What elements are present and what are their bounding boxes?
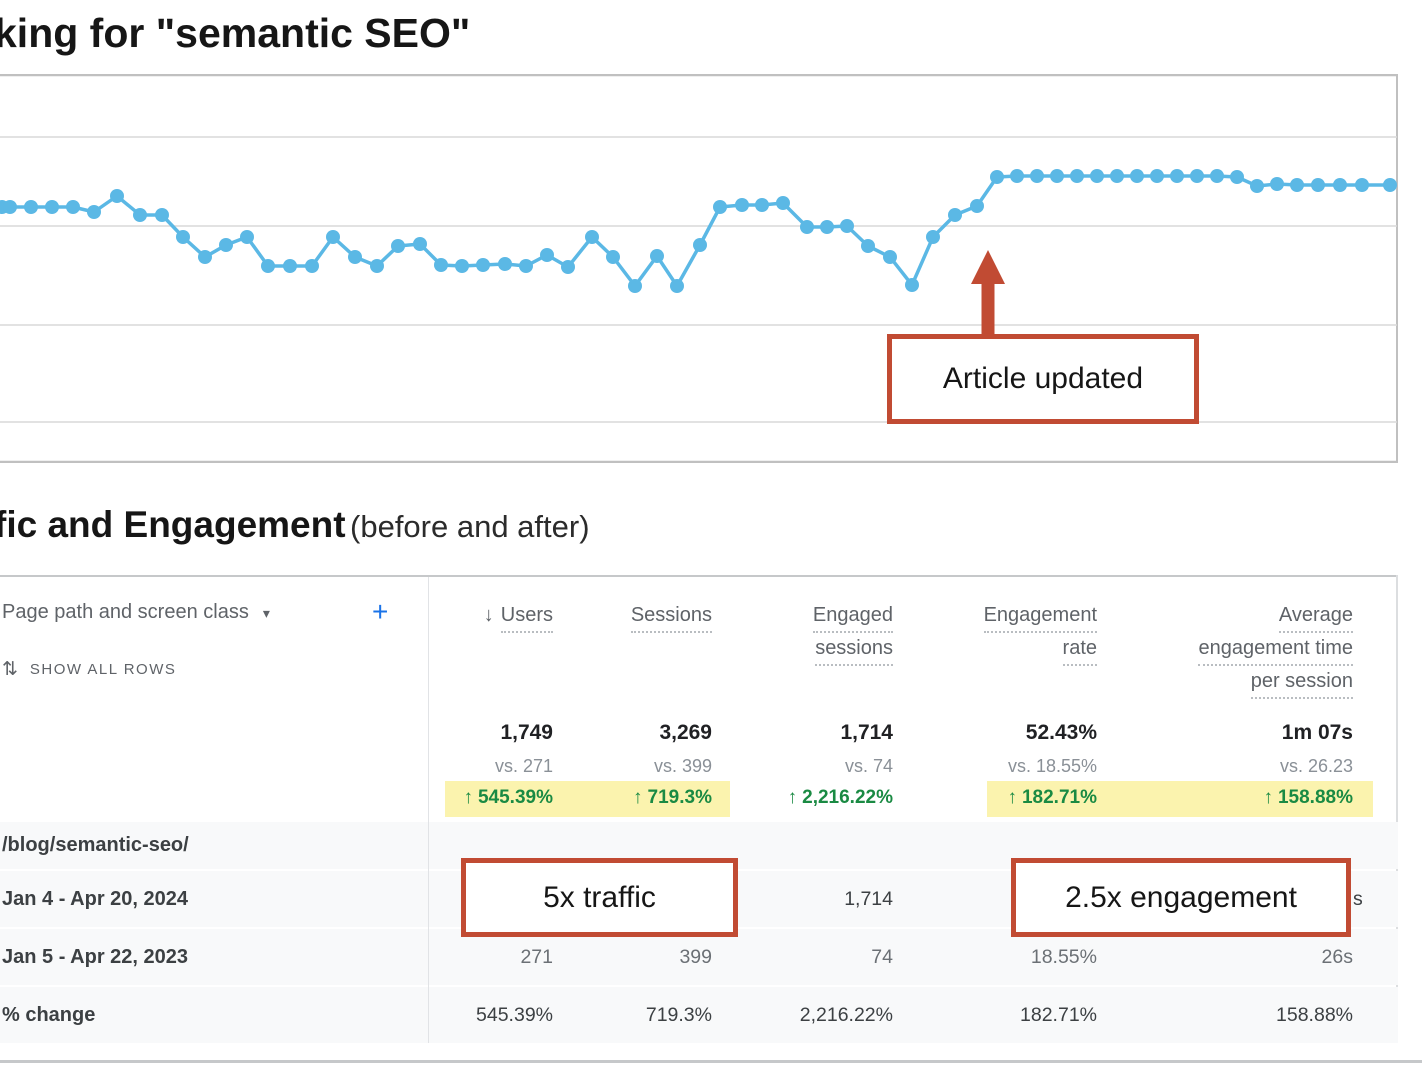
- table-right-border: [1396, 575, 1398, 1043]
- dimension-column-divider: [428, 577, 429, 1043]
- column-header-users[interactable]: ↓ Users: [420, 600, 553, 633]
- up-arrow-icon: ↑: [1007, 787, 1017, 808]
- row-label-date-range-2023: Jan 5 - Apr 22, 2023: [2, 946, 189, 968]
- column-header-sessions[interactable]: Sessions: [550, 600, 712, 633]
- ranking-line-chart: [0, 74, 1398, 463]
- show-all-rows-label: SHOW ALL ROWS: [29, 661, 177, 678]
- summary-rate-change: ↑ 182.71%: [1007, 787, 1097, 808]
- highlight-band-engagement: [987, 781, 1373, 817]
- summary-sessions-vs: vs. 399: [653, 756, 712, 776]
- section-title-note: (before and after): [350, 509, 590, 544]
- cell-users-2023: 271: [520, 946, 553, 968]
- cell-rate-2023: 18.55%: [1030, 946, 1097, 968]
- cell-engaged-2024: 1,714: [844, 888, 893, 910]
- table-row: % change 545.39% 719.3% 2,216.22% 182.71…: [0, 987, 1398, 1043]
- column-header-engagement-rate[interactable]: Engagement rate: [920, 600, 1097, 666]
- cell-avg-time-2024-partial: s: [1353, 888, 1363, 910]
- summary-users-change: ↑ 545.39%: [463, 787, 553, 808]
- dimension-dropdown-label: Page path and screen class: [2, 601, 249, 623]
- summary-sessions-value: 3,269: [659, 721, 712, 744]
- summary-engaged-change: ↑ 2,216.22%: [787, 787, 893, 808]
- table-bottom-border: [0, 1060, 1422, 1063]
- engagement-annotation-label: 2.5x engagement: [1065, 880, 1297, 914]
- row-label-date-range-2024: Jan 4 - Apr 20, 2024: [2, 888, 189, 910]
- cell-avg-time-change: 158.88%: [1276, 1004, 1353, 1026]
- unfold-rows-icon: ⇅: [2, 659, 18, 680]
- row-label-page-path: /blog/semantic-seo/: [2, 834, 189, 856]
- cell-sessions-2023: 399: [679, 946, 712, 968]
- dimension-dropdown[interactable]: Page path and screen class ▾: [2, 601, 270, 624]
- add-dimension-button[interactable]: +: [372, 596, 389, 627]
- traffic-annotation-label: 5x traffic: [543, 880, 656, 914]
- page-title: king for "semantic SEO": [0, 10, 471, 56]
- article-updated-box: Article updated: [887, 334, 1199, 424]
- section-title: fic and Engagement (before and after): [0, 504, 590, 546]
- chevron-down-icon: ▾: [262, 605, 270, 621]
- table-top-border: [0, 575, 1398, 577]
- cell-rate-change: 182.71%: [1020, 1004, 1097, 1026]
- summary-users-value: 1,749: [500, 721, 553, 744]
- cell-engaged-2023: 74: [871, 946, 893, 968]
- cell-avg-time-2023: 26s: [1321, 946, 1353, 968]
- row-label-pct-change: % change: [2, 1004, 96, 1026]
- article-updated-label: Article updated: [942, 362, 1144, 395]
- traffic-annotation-box: 5x traffic: [461, 858, 738, 937]
- ranking-chart-area: [0, 74, 1398, 463]
- cell-users-change: 545.39%: [476, 1004, 553, 1026]
- summary-users-vs: vs. 271: [494, 756, 553, 776]
- summary-engaged-value: 1,714: [840, 721, 893, 744]
- highlight-band-traffic: [445, 781, 730, 817]
- cell-engaged-change: 2,216.22%: [799, 1004, 893, 1026]
- summary-avg-time-change: ↑ 158.88%: [1263, 787, 1353, 808]
- up-arrow-icon: ↑: [633, 787, 643, 808]
- table-row: Jan 5 - Apr 22, 2023 271 399 74 18.55% 2…: [0, 929, 1398, 985]
- summary-sessions-change: ↑ 719.3%: [633, 787, 712, 808]
- engagement-annotation-box: 2.5x engagement: [1011, 858, 1351, 937]
- cell-sessions-change: 719.3%: [645, 1004, 712, 1026]
- up-arrow-icon: ↑: [787, 787, 798, 808]
- summary-rate-vs: vs. 18.55%: [1007, 756, 1097, 776]
- show-all-rows-button[interactable]: ⇅ SHOW ALL ROWS: [2, 658, 176, 681]
- up-arrow-icon: ↑: [1263, 787, 1273, 808]
- column-header-engaged-sessions[interactable]: Engaged sessions: [700, 600, 893, 666]
- sort-descending-icon: ↓: [483, 604, 494, 626]
- section-title-bold: fic and Engagement: [0, 504, 346, 545]
- summary-avg-time-value: 1m 07s: [1281, 721, 1353, 744]
- summary-engaged-vs: vs. 74: [844, 756, 893, 776]
- summary-rate-value: 52.43%: [1025, 721, 1097, 744]
- up-arrow-icon: ↑: [463, 787, 473, 808]
- column-header-avg-engagement-time[interactable]: Average engagement time per session: [1090, 600, 1353, 699]
- summary-avg-time-vs: vs. 26.23: [1279, 756, 1353, 776]
